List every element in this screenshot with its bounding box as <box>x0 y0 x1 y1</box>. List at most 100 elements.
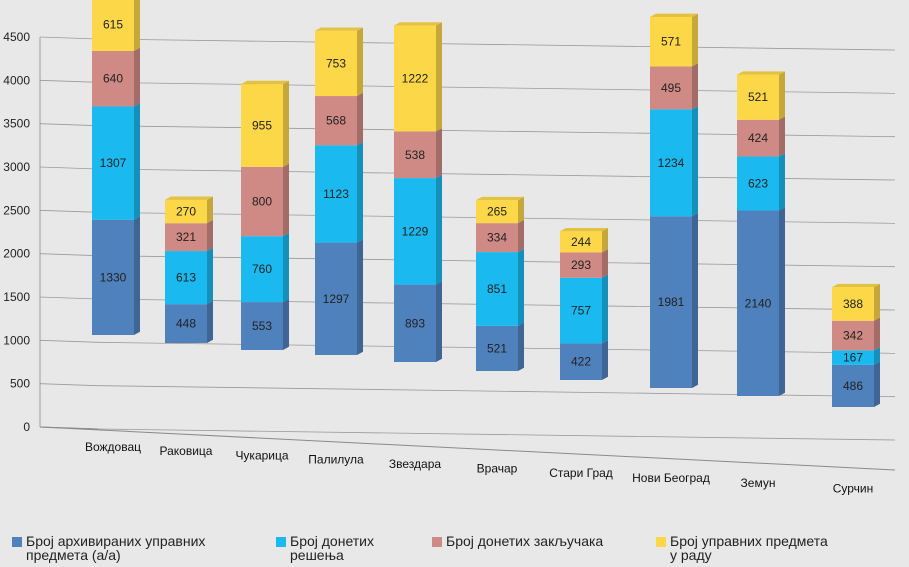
bar-3-3 <box>315 30 357 97</box>
legend: Број архивираних управних предмета (a/a)… <box>0 534 909 567</box>
bar-6-0 <box>560 343 602 380</box>
bar-side-9-0 <box>874 361 880 407</box>
legend-item-decisions: Број донетих решења <box>276 534 374 562</box>
data-label-5-3: 265 <box>487 205 507 219</box>
bar-5-0 <box>476 325 518 371</box>
data-label-0-3: 615 <box>103 17 123 31</box>
bar-top-3 <box>315 27 363 31</box>
bar-side-3-2 <box>357 92 363 146</box>
bar-1-2 <box>165 223 207 252</box>
data-label-5-2: 334 <box>487 231 507 245</box>
y-tick-label-7: 3500 <box>3 117 30 131</box>
x-tick-label-9: Сурчин <box>833 481 874 495</box>
legend-label-archived-1: Број архивираних управних <box>26 533 206 549</box>
bar-stack-5: 521 851 334 265 <box>476 196 524 371</box>
bar-7-1 <box>650 109 692 217</box>
bar-side-2-0 <box>283 298 289 350</box>
data-label-2-3: 955 <box>252 118 272 132</box>
bar-side-3-0 <box>357 239 363 355</box>
data-label-3-3: 753 <box>326 56 346 70</box>
bar-stack-2: 553 760 800 955 <box>241 80 289 350</box>
bar-stack-8: 2140 623 424 521 <box>737 71 785 396</box>
bar-side-0-3 <box>134 0 140 51</box>
gridline-0 <box>97 428 896 441</box>
legend-swatch-conclusions <box>432 537 442 547</box>
bar-side-7-1 <box>692 106 698 217</box>
bar-side-3-3 <box>357 27 363 97</box>
y-axis: 0 500 1000 1500 2000 2500 3000 3500 4000 4500 <box>3 30 30 434</box>
bar-4-1 <box>394 178 436 285</box>
bar-side-8-2 <box>779 116 785 157</box>
bar-8-0 <box>737 210 779 396</box>
bar-6-2 <box>560 252 602 278</box>
data-label-5-0: 521 <box>487 341 507 355</box>
bar-side-2-2 <box>283 163 289 237</box>
bar-stack-7: 1981 1234 495 571 <box>650 13 698 388</box>
x-tick-label-5: Врачар <box>477 462 518 476</box>
bar-1-1 <box>165 251 207 305</box>
bar-side-7-3 <box>692 13 698 67</box>
data-label-1-1: 613 <box>176 271 196 285</box>
bar-5-2 <box>476 223 518 253</box>
bar-5-3 <box>476 200 518 224</box>
data-label-8-2: 424 <box>748 131 768 145</box>
data-label-9-2: 342 <box>843 329 863 343</box>
bar-4-2 <box>394 131 436 179</box>
bar-top-4 <box>394 22 442 26</box>
x-tick-label-0: Вождовац <box>85 440 141 454</box>
y-tick-label-5: 2500 <box>3 203 30 217</box>
bar-top-7 <box>650 13 698 17</box>
data-label-4-0: 893 <box>405 316 425 330</box>
bar-stack-9: 486 167 342 388 <box>832 283 880 407</box>
data-label-7-3: 571 <box>661 35 681 49</box>
bar-side-9-1 <box>874 347 880 365</box>
legend-swatch-decisions <box>276 537 286 547</box>
bar-side-7-0 <box>692 213 698 388</box>
bar-8-3 <box>737 74 779 120</box>
bar-7-0 <box>650 216 692 388</box>
bar-stack-1: 448 613 321 270 <box>165 196 213 343</box>
data-label-6-3: 244 <box>571 235 591 249</box>
y-tick-label-8: 4000 <box>3 73 30 87</box>
bar-4-0 <box>394 284 436 362</box>
y-tick-label-0: 0 <box>23 420 30 434</box>
legend-item-conclusions: Број донетих закључака <box>432 534 603 548</box>
bar-side-1-3 <box>207 196 213 224</box>
data-label-8-0: 2140 <box>745 296 772 310</box>
x-tick-label-2: Чукарица <box>235 448 288 462</box>
bar-side-6-0 <box>602 340 608 380</box>
data-label-4-3: 1222 <box>402 72 429 86</box>
legend-label-archived-2: предмета (a/a) <box>26 547 121 563</box>
data-label-1-0: 448 <box>176 317 196 331</box>
data-label-7-1: 1234 <box>658 156 685 170</box>
data-label-9-0: 486 <box>843 379 863 393</box>
x-tick-label-7: Нови Београд <box>632 471 710 485</box>
bar-side-1-1 <box>207 247 213 305</box>
bar-side-9-2 <box>874 317 880 351</box>
legend-label-conclusions-1: Број донетих закључака <box>446 533 604 549</box>
gridline-left-1 <box>39 383 99 387</box>
bar-stacks: 1330 1307 640 615 448 613 321 270 553 760 800 955 12… <box>92 0 880 407</box>
gridline-left-5 <box>39 209 99 213</box>
bar-4-3 <box>394 25 436 132</box>
bar-side-3-1 <box>357 141 363 243</box>
bar-9-3 <box>832 287 874 321</box>
bar-6-1 <box>560 277 602 344</box>
data-label-7-2: 495 <box>661 81 681 95</box>
data-label-2-0: 553 <box>252 319 272 333</box>
legend-label-in-progress-1: Број управних предмета <box>670 533 828 549</box>
data-label-0-2: 640 <box>103 72 123 86</box>
x-tick-label-1: Раковица <box>160 444 213 458</box>
bar-3-0 <box>315 242 357 355</box>
bar-side-4-3 <box>436 22 442 132</box>
bar-side-0-2 <box>134 47 140 107</box>
bar-side-1-2 <box>207 219 213 252</box>
data-label-1-3: 270 <box>176 205 196 219</box>
bar-top-8 <box>737 71 785 75</box>
bar-side-4-0 <box>436 281 442 362</box>
floor-left-edge <box>39 426 99 430</box>
data-label-3-2: 568 <box>326 114 346 128</box>
bar-3-1 <box>315 145 357 243</box>
bar-side-4-2 <box>436 128 442 179</box>
bar-2-0 <box>241 302 283 350</box>
